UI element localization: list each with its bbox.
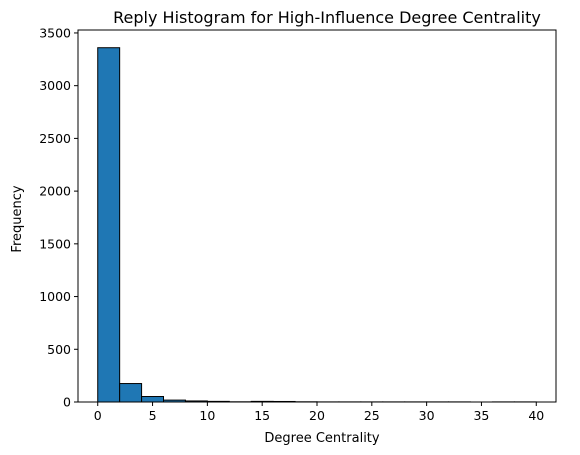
y-tick-label: 2500 (39, 131, 71, 146)
x-tick-label: 25 (364, 408, 380, 423)
x-tick-label: 5 (149, 408, 157, 423)
x-tick-label: 30 (419, 408, 435, 423)
y-tick-label: 2000 (39, 184, 71, 199)
y-tick-label: 1000 (39, 289, 71, 304)
y-axis-ticks: 0 500 1000 1500 2000 2500 3000 3500 (39, 25, 78, 410)
y-tick-label: 1500 (39, 236, 71, 251)
histogram-bar (97, 47, 121, 403)
x-tick-label: 35 (473, 408, 489, 423)
y-tick-label: 3000 (39, 78, 71, 93)
chart-title: Reply Histogram for High-Influence Degre… (113, 8, 541, 27)
x-axis-ticks: 0 5 10 15 20 25 30 35 40 (94, 402, 544, 423)
x-axis-label: Degree Centrality (264, 431, 379, 446)
x-tick-label: 40 (528, 408, 544, 423)
x-tick-label: 10 (199, 408, 215, 423)
x-tick-label: 15 (254, 408, 270, 423)
plot-frame (77, 29, 557, 403)
y-axis-label: Frequency (10, 185, 25, 252)
histogram-bar (141, 396, 165, 403)
y-tick-label: 3500 (39, 25, 71, 40)
bars-group (97, 47, 537, 403)
x-tick-label: 20 (309, 408, 325, 423)
y-tick-label: 0 (63, 395, 71, 410)
histogram-bar (119, 383, 143, 403)
x-tick-label: 0 (94, 408, 102, 423)
y-tick-label: 500 (47, 342, 71, 357)
